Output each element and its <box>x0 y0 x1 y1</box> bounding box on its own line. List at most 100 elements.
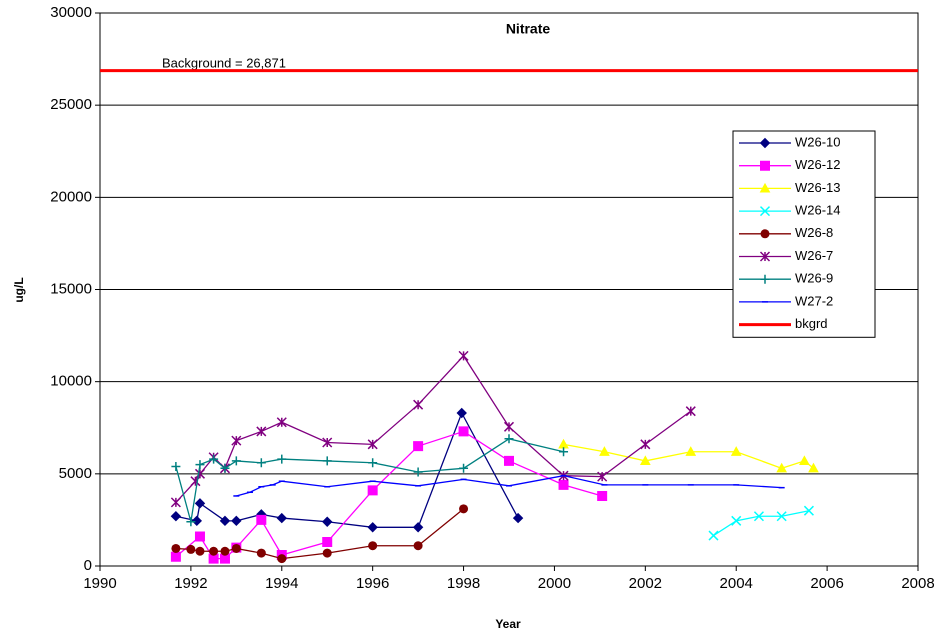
marker <box>219 515 231 527</box>
y-tick-label: 10000 <box>50 373 92 390</box>
marker <box>256 514 267 525</box>
marker <box>597 471 608 482</box>
legend-marker <box>759 182 771 193</box>
marker <box>503 421 515 432</box>
marker <box>413 467 423 477</box>
marker <box>186 544 196 554</box>
x-tick-label: 1990 <box>83 575 116 592</box>
legend-label: W26-7 <box>795 248 833 263</box>
marker <box>256 426 267 437</box>
x-tick-label: 1996 <box>356 575 389 592</box>
marker <box>731 515 742 526</box>
marker <box>459 463 469 473</box>
marker <box>708 530 719 541</box>
legend-label: bkgrd <box>795 316 828 331</box>
marker <box>368 458 378 468</box>
marker <box>256 548 266 558</box>
marker <box>599 446 610 456</box>
marker <box>277 554 287 564</box>
legend-label: W26-14 <box>795 203 841 218</box>
marker <box>367 522 378 533</box>
legend-label: W26-10 <box>795 134 841 149</box>
marker <box>512 512 524 524</box>
x-tick-label: 2000 <box>538 575 571 592</box>
marker <box>685 406 696 417</box>
marker <box>170 511 182 522</box>
chart-title: Nitrate <box>506 21 551 37</box>
x-tick-label: 2006 <box>810 575 843 592</box>
marker <box>368 541 378 551</box>
x-tick-label: 1998 <box>447 575 480 592</box>
marker <box>367 485 378 496</box>
marker <box>322 548 332 558</box>
x-tick-label: 2004 <box>720 575 753 592</box>
marker <box>209 454 219 464</box>
marker <box>597 490 608 501</box>
x-tick-label: 1992 <box>174 575 207 592</box>
marker <box>194 531 205 542</box>
x-axis-label: Year <box>495 617 521 631</box>
marker <box>413 399 424 410</box>
x-tick-label: 2008 <box>901 575 934 592</box>
y-tick-label: 25000 <box>50 96 92 113</box>
annotation: Background = 26,871 <box>162 55 286 70</box>
marker <box>803 505 814 516</box>
marker <box>171 543 181 553</box>
legend-label: W26-12 <box>795 157 841 172</box>
marker <box>170 497 181 508</box>
marker <box>367 439 378 450</box>
y-tick-label: 0 <box>84 557 92 574</box>
marker <box>458 350 469 361</box>
marker <box>186 517 196 527</box>
marker <box>322 456 332 466</box>
marker <box>776 511 787 522</box>
marker <box>322 537 333 548</box>
marker <box>194 468 206 479</box>
series-line <box>563 443 814 469</box>
marker <box>209 546 219 556</box>
x-tick-label: 1994 <box>265 575 298 592</box>
marker <box>231 456 241 466</box>
marker <box>458 426 469 437</box>
y-axis-label: ug/L <box>12 277 26 302</box>
legend-marker <box>760 160 770 171</box>
marker <box>231 543 241 553</box>
marker <box>220 463 230 473</box>
series-line <box>175 438 564 522</box>
y-tick-label: 20000 <box>50 188 92 205</box>
marker <box>639 455 651 466</box>
marker <box>558 479 569 490</box>
marker <box>171 461 181 471</box>
legend-marker <box>759 137 771 149</box>
marker <box>195 460 205 470</box>
marker <box>504 434 514 444</box>
marker <box>231 515 242 527</box>
marker <box>730 446 742 456</box>
marker <box>195 546 205 556</box>
marker <box>220 546 230 556</box>
series-line <box>236 475 782 497</box>
marker <box>231 435 242 446</box>
marker <box>753 511 764 522</box>
marker <box>194 498 206 509</box>
marker <box>322 437 333 448</box>
y-tick-label: 5000 <box>59 465 92 482</box>
marker <box>808 462 819 473</box>
marker <box>413 541 423 551</box>
marker <box>685 446 697 456</box>
marker <box>456 407 467 419</box>
marker <box>459 504 469 514</box>
legend-marker <box>759 206 771 217</box>
marker <box>504 455 514 466</box>
marker <box>256 458 266 468</box>
marker <box>276 512 287 524</box>
legend-label: W26-8 <box>795 225 833 240</box>
marker <box>191 515 203 527</box>
marker <box>170 551 181 562</box>
legend-label: W27-2 <box>795 293 833 308</box>
marker <box>559 447 569 457</box>
marker <box>640 439 651 450</box>
legend-label: W26-9 <box>795 271 833 286</box>
